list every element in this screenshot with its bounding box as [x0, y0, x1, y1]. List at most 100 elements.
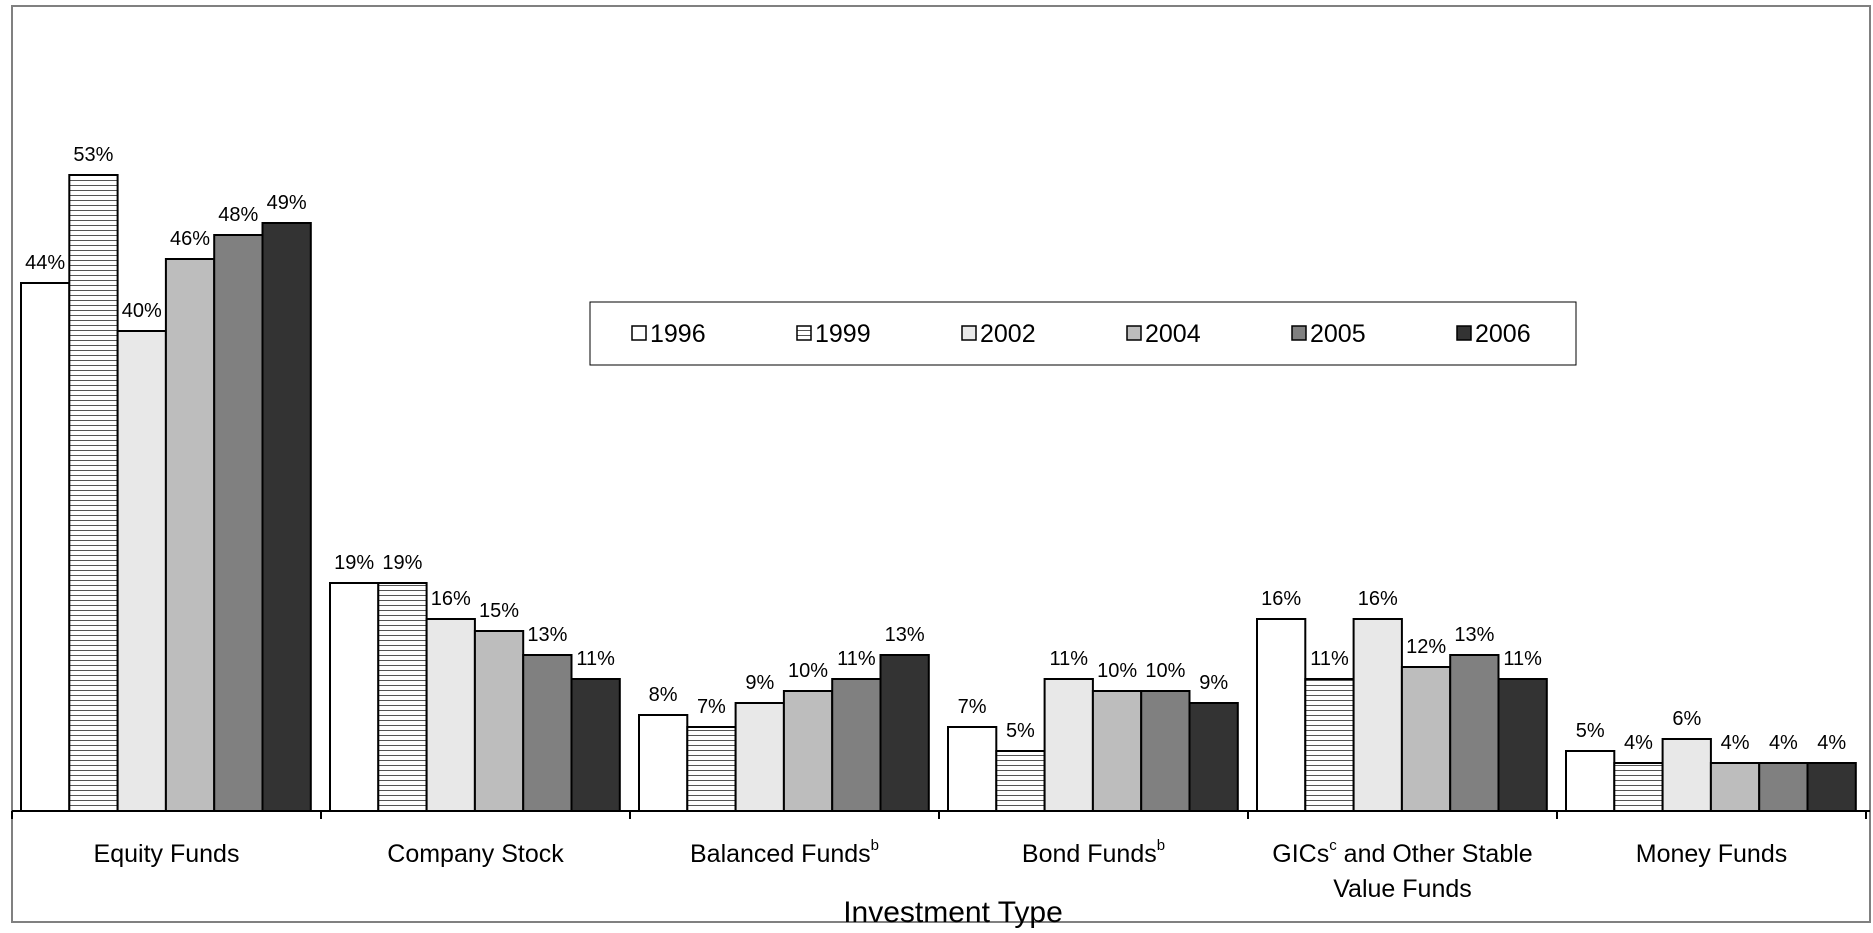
- data-labels-layer: 44% 19% 8% 7% 16% 5% 53% 19% 7% 5% 11% 4% 40% 16% 9% 11…: [25, 144, 1846, 754]
- data-label-2005-4: 13%: [1454, 624, 1494, 646]
- bar-2004-3: [1091, 690, 1143, 812]
- x-tick-label-1: Company Stock: [387, 840, 564, 868]
- data-label-2005-0: 48%: [218, 204, 258, 226]
- bar-1996-4: [1256, 618, 1307, 812]
- data-label-1999-3: 5%: [1006, 720, 1035, 742]
- data-label-1999-2: 7%: [697, 696, 726, 718]
- x-axis-title: Investment Type: [843, 896, 1063, 928]
- bar-2002-4: [1352, 618, 1403, 812]
- bar-1999-0: [68, 174, 119, 812]
- legend-box: [589, 301, 1577, 366]
- bar-2006-5: [1806, 762, 1857, 812]
- legend-label-2002: 2002: [980, 320, 1036, 348]
- bar-1999-2: [686, 726, 737, 812]
- data-label-2005-1: 13%: [527, 624, 567, 646]
- legend-swatch-2002: [961, 325, 977, 341]
- bar-1999-5: [1613, 762, 1664, 812]
- x-axis: Equity Funds Company Stock Balanced Fundsb…: [11, 810, 1870, 903]
- bar-2004-0: [164, 258, 216, 812]
- bar-2002-3: [1043, 678, 1094, 812]
- data-label-1996-4: 16%: [1261, 588, 1301, 610]
- data-label-1996-1: 19%: [334, 552, 374, 574]
- bar-1996-1: [329, 582, 380, 812]
- data-label-2006-3: 9%: [1199, 672, 1228, 694]
- bar-2005-2: [831, 678, 882, 812]
- data-label-2005-5: 4%: [1769, 732, 1798, 754]
- bar-1999-1: [377, 582, 428, 812]
- bar-2002-2: [734, 702, 785, 812]
- data-label-2004-3: 10%: [1097, 660, 1137, 682]
- data-label-2005-2: 11%: [837, 648, 876, 670]
- data-label-2002-0: 40%: [122, 300, 162, 322]
- x-tick-label-4-line2: Value Funds: [1333, 875, 1472, 903]
- bar-2002-1: [425, 618, 476, 812]
- data-label-1996-0: 44%: [25, 252, 65, 274]
- data-label-1999-0: 53%: [73, 144, 113, 166]
- legend-label-2006: 2006: [1475, 320, 1531, 348]
- data-label-2002-1: 16%: [431, 588, 471, 610]
- data-label-2002-2: 9%: [745, 672, 774, 694]
- data-label-2004-0: 46%: [170, 228, 210, 250]
- data-label-2006-1: 11%: [576, 648, 615, 670]
- bar-2005-4: [1449, 654, 1500, 812]
- bar-1996-3: [947, 726, 998, 812]
- bar-2005-5: [1758, 762, 1809, 812]
- data-label-1999-1: 19%: [382, 552, 422, 574]
- legend-label-1996: 1996: [650, 320, 706, 348]
- data-label-1996-3: 7%: [958, 696, 987, 718]
- bar-2002-0: [116, 330, 167, 812]
- bar-2006-3: [1188, 702, 1239, 812]
- bar-1996-5: [1565, 750, 1616, 812]
- bar-2002-5: [1661, 738, 1712, 812]
- bar-2005-0: [213, 234, 264, 812]
- bar-2004-2: [782, 690, 834, 812]
- bar-2005-1: [522, 654, 573, 812]
- data-label-2002-5: 6%: [1672, 708, 1701, 730]
- x-tick-label-3: Bond Fundsb: [1022, 837, 1165, 868]
- bar-2004-5: [1709, 762, 1761, 812]
- data-label-2002-3: 11%: [1050, 648, 1089, 670]
- data-label-1996-2: 8%: [649, 684, 678, 706]
- legend-label-2005: 2005: [1310, 320, 1366, 348]
- data-label-2004-5: 4%: [1721, 732, 1750, 754]
- data-label-2006-4: 11%: [1503, 648, 1542, 670]
- bar-2006-2: [879, 654, 930, 812]
- data-label-2006-2: 13%: [885, 624, 925, 646]
- data-label-2004-1: 15%: [479, 600, 519, 622]
- legend-label-1999: 1999: [815, 320, 871, 348]
- legend-swatch-2004: [1126, 325, 1142, 341]
- bar-2006-0: [261, 222, 312, 812]
- data-label-2005-3: 10%: [1145, 660, 1185, 682]
- x-tick-label-4: GICsc and Other Stable: [1272, 837, 1532, 868]
- x-tick-label-2: Balanced Fundsb: [690, 837, 879, 868]
- x-tick-label-5: Money Funds: [1636, 840, 1787, 868]
- data-label-2006-0: 49%: [267, 192, 307, 214]
- bar-2006-4: [1497, 678, 1548, 812]
- data-label-1999-4: 11%: [1310, 648, 1349, 670]
- plot-area-frame: [11, 5, 1871, 923]
- legend-swatch-1999: [796, 325, 812, 341]
- legend: 1996 1999 2002 2004 2005 2006: [589, 301, 1577, 366]
- legend-label-2004: 2004: [1145, 320, 1201, 348]
- data-label-2002-4: 16%: [1358, 588, 1398, 610]
- bar-2004-1: [473, 630, 525, 812]
- bars-layer: [20, 174, 1857, 812]
- data-label-1999-5: 4%: [1624, 732, 1653, 754]
- bar-2005-3: [1140, 690, 1191, 812]
- data-label-2004-2: 10%: [788, 660, 828, 682]
- bar-1999-4: [1304, 678, 1355, 812]
- bar-2004-4: [1400, 666, 1452, 812]
- data-label-2004-4: 12%: [1406, 636, 1446, 658]
- legend-swatch-1996: [631, 325, 647, 341]
- bar-1996-0: [20, 282, 71, 812]
- bar-2006-1: [570, 678, 621, 812]
- legend-swatch-2006: [1456, 325, 1472, 341]
- x-tick-label-0: Equity Funds: [94, 840, 240, 868]
- legend-swatch-2005: [1291, 325, 1307, 341]
- data-label-1996-5: 5%: [1576, 720, 1605, 742]
- bar-1996-2: [638, 714, 689, 812]
- bar-1999-3: [995, 750, 1046, 812]
- data-label-2006-5: 4%: [1817, 732, 1846, 754]
